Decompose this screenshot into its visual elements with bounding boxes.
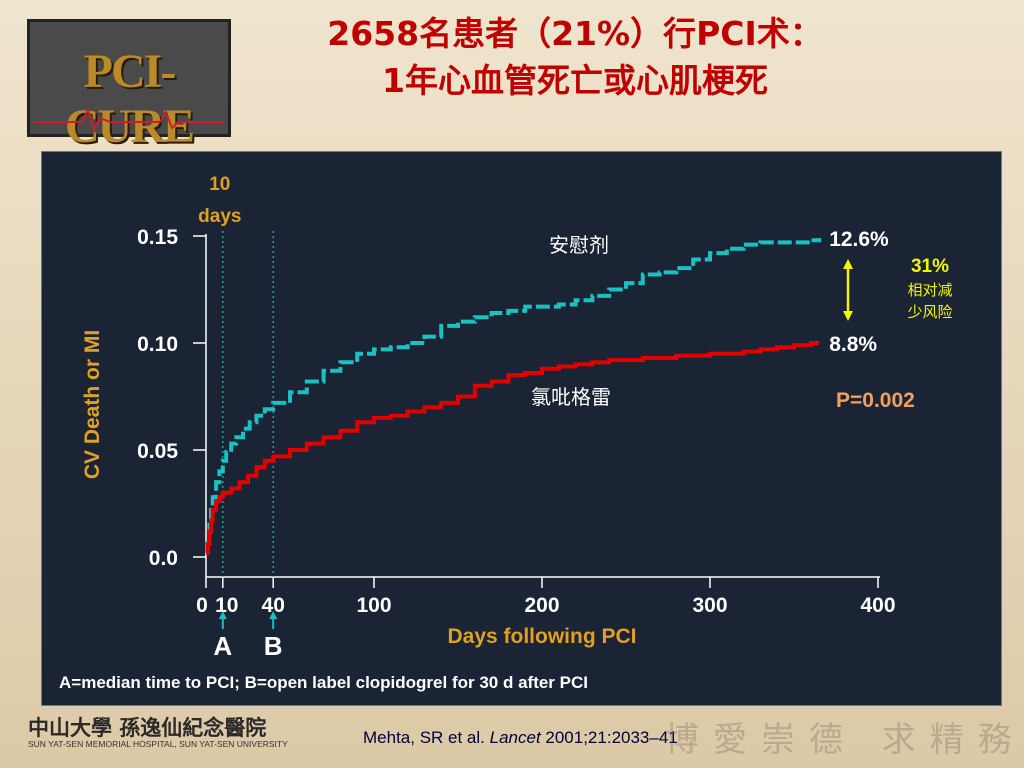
pci-cure-logo: PCI-CURE — [27, 19, 231, 153]
arrow-label: A — [213, 631, 232, 661]
rrr-text-line-2: 少风险 — [907, 304, 952, 321]
citation-journal: Lancet — [489, 728, 541, 747]
x-tick-label: 200 — [524, 594, 559, 617]
p-value: P=0.002 — [836, 389, 915, 412]
y-tick-label: 0.10 — [137, 333, 178, 356]
rrr-arrow-head-top — [843, 259, 853, 269]
clopidogrel-curve — [205, 341, 820, 555]
university-name-en: SUN YAT-SEN MEMORIAL HOSPITAL, SUN YAT-S… — [28, 739, 288, 749]
university-logo: 中山大學 孫逸仙紀念醫院 SUN YAT-SEN MEMORIAL HOSPIT… — [28, 712, 298, 752]
rrr-arrow-head-bottom — [843, 311, 853, 321]
arrow-label: B — [264, 631, 283, 661]
title-line-2: 1年心血管死亡或心肌梗死 — [382, 61, 768, 100]
y-tick-label: 0.15 — [137, 226, 178, 249]
placebo-curve — [205, 238, 822, 555]
citation-authors: Mehta, SR et al. — [363, 728, 490, 747]
y-tick-label: 0.0 — [149, 547, 178, 570]
arrow-head — [218, 611, 227, 619]
clopidogrel-series-label: 氯吡格雷 — [531, 386, 611, 409]
citation: Mehta, SR et al. Lancet 2001;21:2033–41 — [363, 728, 678, 748]
chart-series — [205, 238, 822, 555]
placebo-series-label: 安慰剂 — [549, 234, 609, 257]
x-tick-label: 10 — [215, 594, 238, 617]
chart-axes: 0.0 0.05 0.10 0.15 0 10 40 100 200 300 400 Days fol… — [81, 226, 896, 648]
ecg-line — [34, 107, 224, 133]
slide-title: 2658名患者（21%）行PCI术： 1年心血管死亡或心肌梗死 — [255, 10, 895, 104]
y-axis-label: CV Death or MI — [81, 330, 104, 479]
day-marker-label-unit: days — [198, 206, 241, 227]
placebo-end-label: 12.6% — [829, 228, 889, 251]
rrr-text-line-1: 相对减 — [907, 282, 952, 299]
x-tick-label: 0 — [196, 594, 208, 617]
title-line-1: 2658名患者（21%）行PCI术： — [327, 14, 823, 53]
kaplan-meier-chart: 0.0 0.05 0.10 0.15 0 10 40 100 200 300 400 Days fol… — [81, 174, 953, 661]
y-tick-label: 0.05 — [137, 440, 178, 463]
x-tick-label: 300 — [692, 594, 727, 617]
x-tick-label: 40 — [262, 594, 285, 617]
day-marker-label-value: 10 — [209, 174, 230, 195]
x-tick-label: 100 — [356, 594, 391, 617]
chart-footnote: A=median time to PCI; B=open label clopi… — [59, 673, 588, 692]
day-markers: 10 days — [198, 174, 274, 577]
x-tick-label: 400 — [860, 594, 895, 617]
arrow-head — [269, 611, 278, 619]
x-axis-label: Days following PCI — [447, 625, 636, 648]
citation-details: 2001;21:2033–41 — [540, 728, 678, 747]
clopidogrel-end-label: 8.8% — [829, 333, 877, 356]
rrr-value: 31% — [911, 256, 949, 277]
university-name-cn: 中山大學 孫逸仙紀念醫院 — [28, 715, 267, 740]
chart-panel: 0.0 0.05 0.10 0.15 0 10 40 100 200 300 400 Days fol… — [41, 151, 1002, 706]
university-motto: 博愛崇德 求精務進 — [665, 720, 1024, 760]
